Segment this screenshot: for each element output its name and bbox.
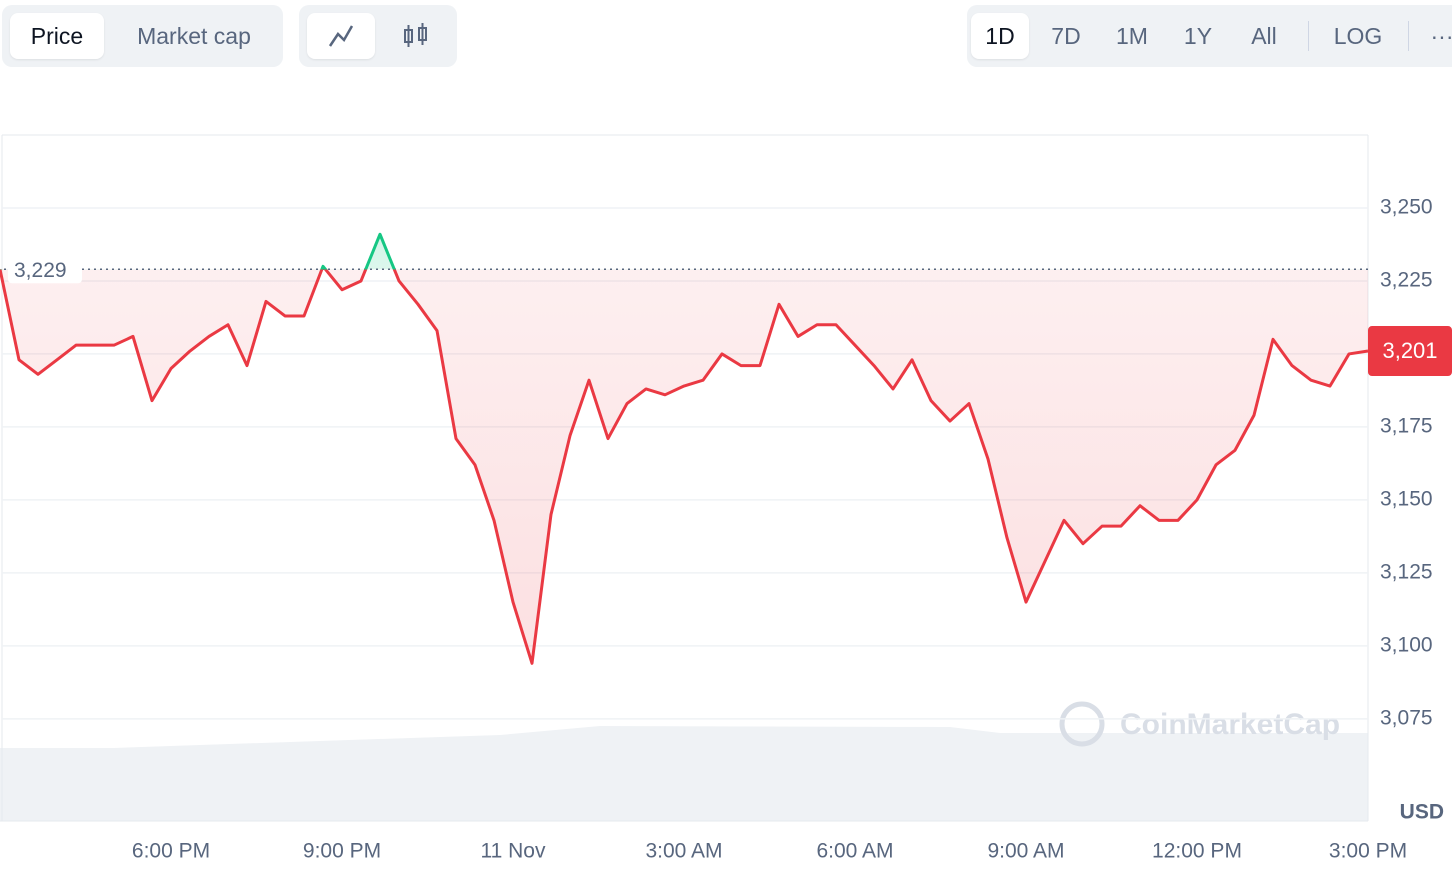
x-tick-label: 6:00 PM — [132, 840, 210, 863]
watermark: CoinMarketCap — [1059, 701, 1340, 747]
y-axis-label: USD — [1400, 801, 1444, 824]
line-icon — [328, 25, 354, 47]
reference-label-bg — [8, 253, 82, 284]
y-tick-label: 3,125 — [1380, 560, 1433, 583]
divider — [1408, 21, 1409, 51]
candle-chart-button[interactable] — [383, 13, 447, 59]
divider — [1308, 21, 1309, 51]
x-tick-label: 6:00 AM — [816, 840, 893, 863]
x-tick-label: 9:00 PM — [303, 840, 381, 863]
x-tick-label: 9:00 AM — [987, 840, 1064, 863]
y-tick-label: 3,250 — [1380, 196, 1433, 219]
current-price-label: 3,201 — [1382, 338, 1437, 363]
log-button[interactable]: LOG — [1333, 23, 1383, 49]
x-tick-label: 3:00 AM — [645, 840, 722, 863]
y-tick-label: 3,150 — [1380, 487, 1433, 510]
chart-style-toggle — [299, 5, 457, 67]
line-chart-button[interactable] — [307, 13, 375, 59]
market-cap-tab[interactable]: Market cap — [137, 23, 251, 49]
current-price-badge — [1368, 326, 1452, 377]
y-tick-label: 3,200 — [1380, 341, 1433, 364]
more-button[interactable]: ··· — [1430, 23, 1452, 49]
candle-icon — [404, 23, 427, 47]
volume-band — [0, 748, 1368, 821]
view-toggle: Price Market cap — [2, 5, 283, 67]
range-button[interactable]: 1M — [1116, 23, 1148, 49]
watermark-text: CoinMarketCap — [1120, 708, 1340, 741]
x-tick-label: 3:00 PM — [1329, 840, 1407, 863]
price-line — [0, 232, 1369, 665]
y-tick-label: 3,100 — [1380, 633, 1433, 656]
range-button[interactable]: 7D — [1051, 23, 1081, 49]
y-tick-label: 3,225 — [1380, 269, 1433, 292]
range-toggle: LOG ··· 1D 7D 1M 1Y All — [967, 5, 1452, 67]
price-tab[interactable]: Price — [10, 13, 104, 59]
x-tick-label: 11 Nov — [481, 840, 546, 863]
volume-band — [0, 726, 1368, 752]
range-button[interactable]: 1Y — [1183, 23, 1213, 49]
watermark-logo — [1059, 701, 1105, 747]
range-button[interactable]: All — [1251, 23, 1277, 49]
reference-label: 3,229 — [14, 259, 67, 282]
y-tick-label: 3,175 — [1380, 414, 1433, 437]
range-button[interactable]: 1D — [971, 13, 1029, 59]
y-tick-label: 3,075 — [1380, 706, 1433, 729]
x-tick-label: 12:00 PM — [1152, 840, 1242, 863]
area — [0, 234, 1368, 664]
